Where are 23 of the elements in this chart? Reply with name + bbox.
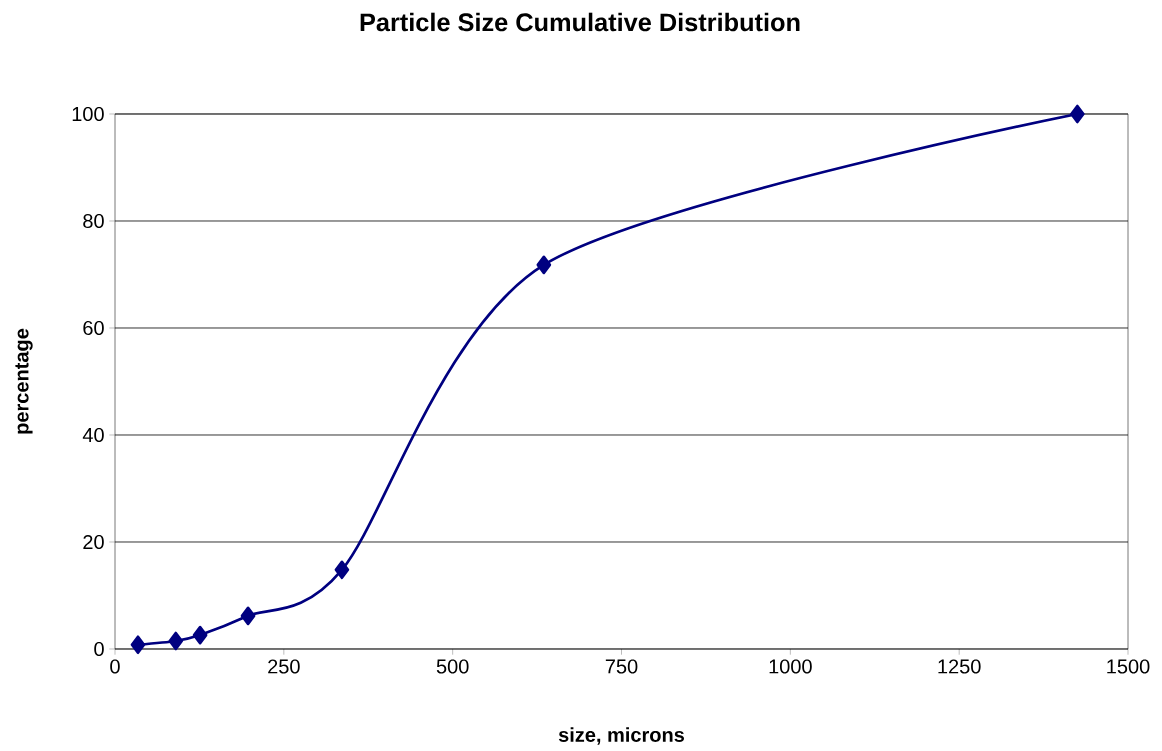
y-tick-label: 20 [83, 534, 104, 550]
chart-title: Particle Size Cumulative Distribution [360, 12, 800, 32]
x-tick-label: 1500 [1107, 659, 1150, 674]
point [130, 635, 146, 655]
x-tick-label: 0 [110, 659, 120, 674]
point [168, 631, 184, 651]
point [536, 255, 552, 275]
point [240, 606, 256, 626]
y-tick-label: 80 [83, 213, 104, 229]
y-tick-label: 0 [94, 641, 104, 657]
y-tick-label: 40 [82, 427, 104, 443]
x-axis-title: size, microns [558, 727, 685, 745]
y-tick-label: 100 [72, 106, 104, 122]
point [192, 625, 208, 645]
point [334, 560, 350, 580]
y-tick-label: 60 [83, 320, 104, 336]
y-axis-title: percentage [15, 328, 33, 434]
x-tick-label: 750 [605, 659, 638, 674]
x-tick-label: 500 [436, 659, 469, 674]
x-tick-label: 1000 [769, 659, 812, 674]
x-tick-label: 1250 [938, 659, 981, 674]
point [1070, 104, 1085, 124]
x-tick-label: 250 [268, 659, 300, 674]
